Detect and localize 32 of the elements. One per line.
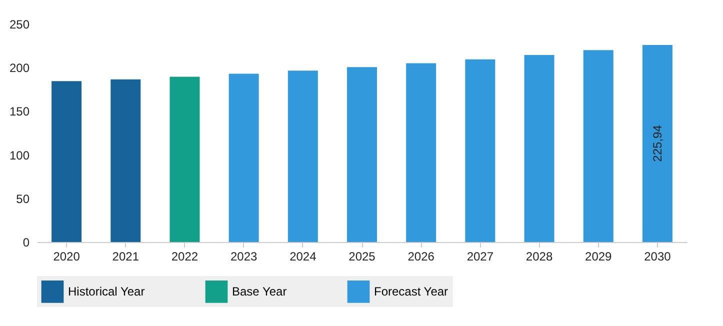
- x-tick-label: 2023: [230, 250, 258, 264]
- legend-label: Forecast Year: [374, 284, 448, 299]
- x-tick-label: 2026: [408, 250, 435, 264]
- bar: [524, 54, 554, 242]
- x-tick-label: 2029: [585, 250, 612, 264]
- bar: [170, 76, 200, 242]
- legend-label: Base Year: [232, 284, 287, 299]
- y-tick-label: 50: [16, 192, 30, 206]
- data-label: 225,94: [650, 124, 664, 162]
- bar: [347, 67, 377, 242]
- x-tick-label: 2028: [526, 250, 553, 264]
- bar: [406, 63, 436, 242]
- x-tick-label: 2021: [112, 250, 140, 264]
- y-tick-label: 100: [9, 148, 30, 162]
- x-tick-label: 2020: [53, 250, 80, 264]
- bar: [642, 44, 672, 242]
- y-tick-label: 200: [9, 61, 30, 76]
- bar: [110, 79, 141, 242]
- x-tick-label: 2027: [466, 250, 494, 264]
- bar: [583, 50, 614, 242]
- y-tick-label: 250: [9, 18, 30, 32]
- y-tick-label: 0: [22, 236, 30, 250]
- x-tick-label: 2030: [644, 250, 672, 264]
- x-tick-label: 2022: [171, 250, 198, 264]
- x-tick-label: 2024: [290, 250, 317, 264]
- bar: [288, 70, 318, 242]
- legend-label: Historical Year: [68, 284, 145, 299]
- bar: [52, 81, 82, 242]
- bar: [465, 59, 496, 242]
- y-tick-label: 150: [9, 104, 30, 119]
- x-tick-label: 2025: [348, 250, 376, 264]
- bar: [228, 74, 259, 242]
